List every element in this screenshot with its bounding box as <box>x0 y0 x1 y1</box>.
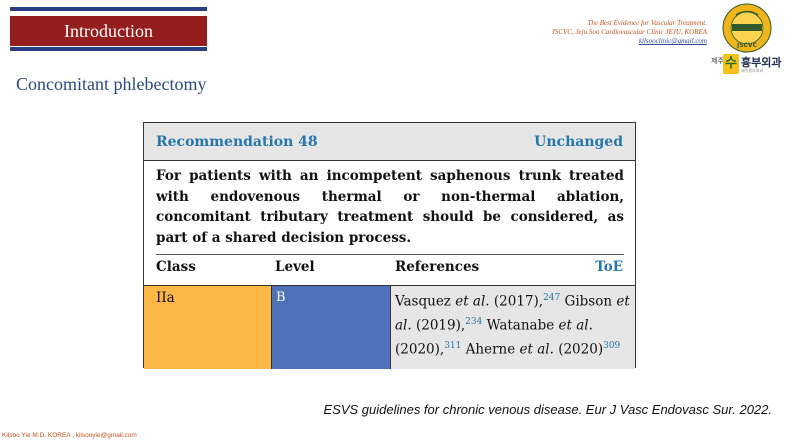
banner-bottom-stripe <box>10 47 207 51</box>
slide-title: Introduction <box>64 21 153 41</box>
footer-author: Kilsoo Yie M.D. KOREA , kilsooyie@gmail.… <box>2 432 137 439</box>
ref-number[interactable]: 247 <box>543 293 561 303</box>
brand-mark-icon: 수 <box>723 54 739 74</box>
brand-name: 흉부외과 <box>741 56 782 69</box>
level-cell: B <box>272 286 391 369</box>
banner-top-stripe <box>10 7 207 11</box>
references-text: Vasquez et al. (2017),247 Gibson et al. … <box>395 288 631 360</box>
clinic-info: The Best Evidence for Vascular Treatment… <box>552 19 707 46</box>
citation: ESVS guidelines for chronic venous disea… <box>323 402 772 417</box>
recommendation-text: For patients with an incompetent sapheno… <box>156 168 624 246</box>
class-cell: IIa <box>144 286 272 369</box>
ref-author: Gibson <box>560 293 617 310</box>
divider <box>156 254 624 255</box>
banner-red-bar <box>10 16 207 46</box>
ref-number[interactable]: 311 <box>444 341 462 351</box>
ref-year: (2017), <box>489 293 544 310</box>
clinic-email-link[interactable]: kilsooclinic@gmail.com <box>638 37 707 45</box>
ref-year: (2020) <box>553 341 604 358</box>
recommendation-row: IIa B Vasquez et al. (2017),247 Gibson e… <box>144 285 635 369</box>
ref-author: Aherne <box>461 341 520 358</box>
brand-subtext: 제주흉부외과 <box>741 68 764 73</box>
ref-year: (2019), <box>411 317 466 334</box>
recommendation-header: Recommendation 48 Unchanged <box>144 123 635 161</box>
column-header-class: Class <box>156 259 196 275</box>
clinic-tagline: The Best Evidence for Vascular Treatment… <box>587 19 708 27</box>
ref-etal: et al. <box>519 341 554 358</box>
ref-etal: et al. <box>395 293 630 334</box>
slide-subtitle: Concomitant phlebectomy <box>16 74 207 94</box>
seal-ring-text: JSCVC <box>736 42 758 49</box>
references-cell: Vasquez et al. (2017),247 Gibson et al. … <box>391 286 635 369</box>
level-value: B <box>276 290 286 305</box>
recommendation-box: Recommendation 48 Unchanged For patients… <box>143 122 636 369</box>
ref-etal: et al. <box>455 293 490 310</box>
column-header-references: References <box>395 259 480 275</box>
recommendation-number: Recommendation 48 <box>156 134 318 150</box>
clinic-name: JSCVC, Jeju Soo Cardiovascular Clinic JE… <box>551 28 707 36</box>
ref-number[interactable]: 309 <box>603 341 621 351</box>
ref-year: (2020), <box>395 341 445 358</box>
header-banner: Introduction <box>10 7 207 54</box>
ref-etal: et al. <box>558 317 593 334</box>
recommendation-status: Unchanged <box>534 134 623 150</box>
column-header-level: Level <box>275 259 315 275</box>
jscvc-seal-icon: JSCVC <box>722 3 772 53</box>
column-header-toe: ToE <box>595 259 623 275</box>
ref-number[interactable]: 234 <box>465 317 483 327</box>
brand-prefix: 제주 <box>711 57 724 65</box>
clinic-brand: 제주 수 흉부외과 제주흉부외과 <box>711 54 787 76</box>
ref-author: Vasquez <box>395 293 456 310</box>
class-value: IIa <box>156 290 175 306</box>
ref-author: Watanabe <box>482 317 559 334</box>
